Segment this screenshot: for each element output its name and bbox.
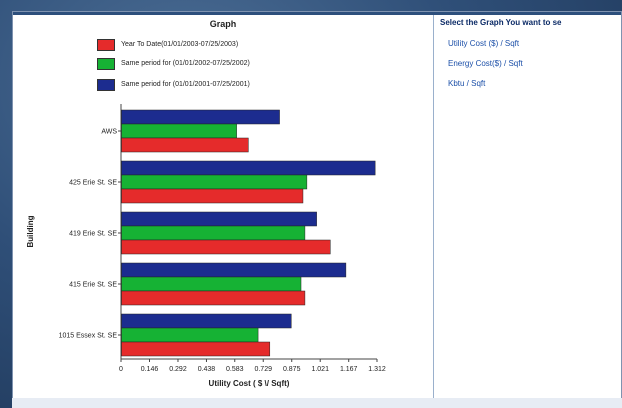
bar xyxy=(121,239,331,255)
link-energy-cost[interactable]: Energy Cost($) / Sqft xyxy=(448,59,523,68)
x-tick-label: 0 xyxy=(119,366,123,373)
x-tick-label: 0.292 xyxy=(169,366,187,373)
bar xyxy=(121,313,292,329)
x-axis-label: Utility Cost ( $ \/ Sqft) xyxy=(209,379,290,388)
bar xyxy=(121,341,271,357)
x-tick-label: 0.438 xyxy=(198,366,216,373)
x-tick-label: 1.312 xyxy=(368,366,386,373)
bar xyxy=(121,327,259,343)
bar xyxy=(121,276,302,292)
legend-swatch-blue xyxy=(97,79,115,91)
bar xyxy=(121,174,308,190)
legend-swatch-green xyxy=(97,58,115,70)
link-utility-cost[interactable]: Utility Cost ($) / Sqft xyxy=(448,39,520,48)
bar-chart: AWS 425 Erie St. SE 419 Erie St. SE 415 Eri… xyxy=(26,104,386,388)
bar xyxy=(121,109,280,125)
legend-label: Year To Date(01/01/2003-07/25/2003) xyxy=(121,41,239,48)
bar xyxy=(121,225,306,241)
graph-selector-title: Select the Graph You want to se xyxy=(440,18,562,27)
bottom-strip xyxy=(12,398,622,408)
panel-divider xyxy=(433,15,434,399)
bar xyxy=(121,290,306,306)
legend-label: Same period for (01/01/2002-07/25/2002) xyxy=(121,60,250,67)
bar xyxy=(121,160,376,176)
y-tick-label: 1015 Essex St. SE xyxy=(59,333,118,340)
y-tick-label: AWS xyxy=(101,129,117,136)
bar xyxy=(121,137,249,153)
bar xyxy=(121,123,237,139)
bar xyxy=(121,188,304,204)
y-tick-label: 425 Erie St. SE xyxy=(69,180,117,187)
graph-panel: Graph Year To Date(01/01/2003-07/25/2003… xyxy=(12,11,622,400)
bar xyxy=(121,211,317,227)
y-tick-label: 419 Erie St. SE xyxy=(69,231,117,238)
x-tick-label: 0.729 xyxy=(254,366,272,373)
x-tick-label: 1.167 xyxy=(340,366,358,373)
legend-label: Same period for (01/01/2001-07/25/2001) xyxy=(121,81,250,88)
legend-swatch-red xyxy=(97,39,115,51)
x-tick-label: 1.021 xyxy=(311,366,329,373)
y-axis-label: Building xyxy=(26,215,35,247)
x-tick-label: 0.146 xyxy=(141,366,159,373)
bar xyxy=(121,262,347,278)
panel-top-border xyxy=(13,12,621,15)
x-tick-label: 0.875 xyxy=(283,366,301,373)
link-kbtu[interactable]: Kbtu / Sqft xyxy=(448,79,486,88)
chart-title: Graph xyxy=(209,19,237,29)
y-tick-label: 415 Erie St. SE xyxy=(69,282,117,289)
x-tick-label: 0.583 xyxy=(226,366,244,373)
